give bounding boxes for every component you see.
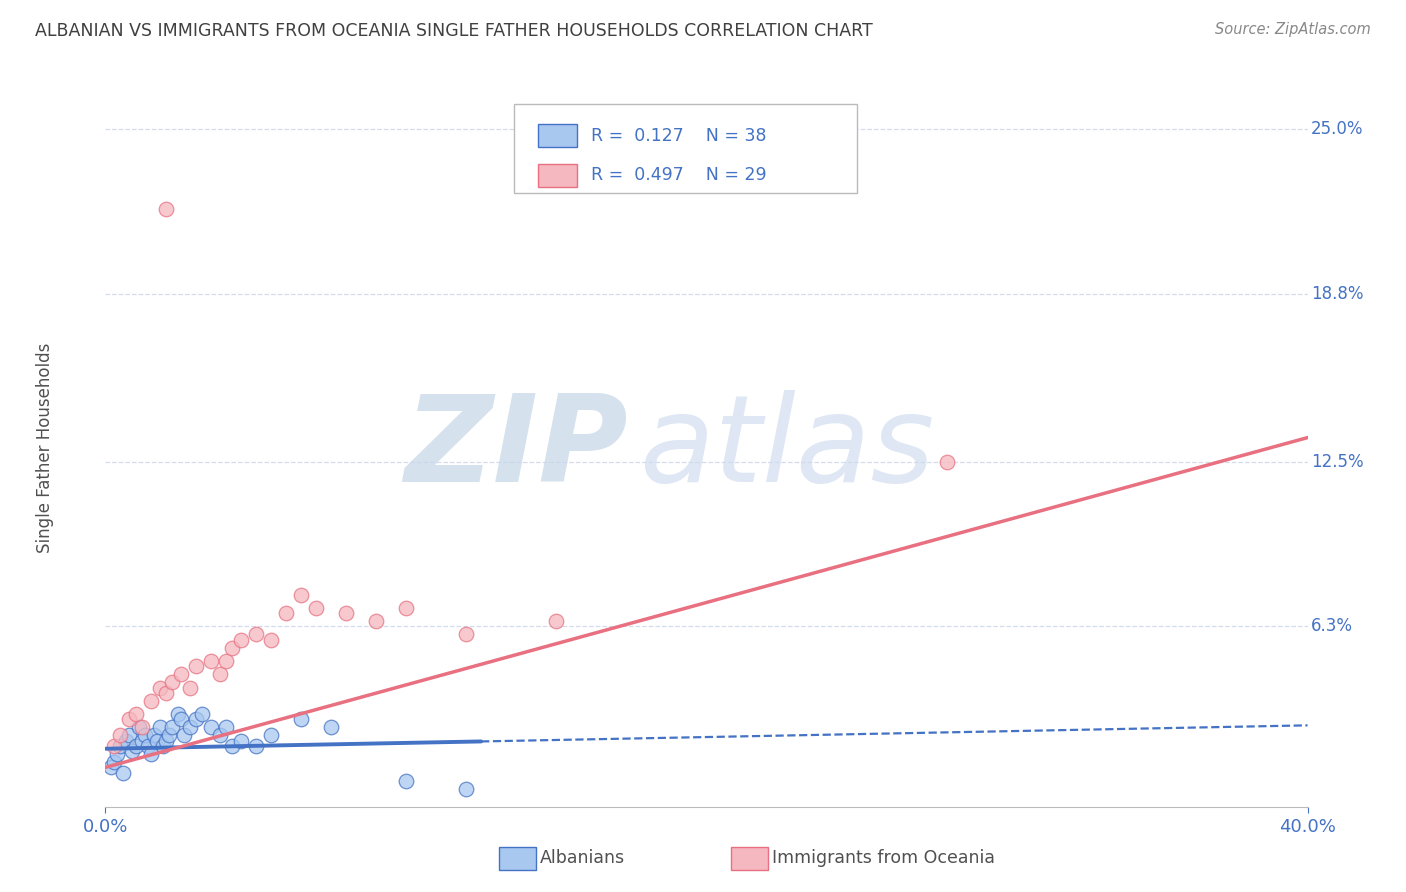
- Point: [364, 614, 387, 628]
- Point: [112, 765, 135, 780]
- Point: [169, 713, 191, 727]
- Point: [134, 728, 156, 742]
- Point: [121, 744, 143, 758]
- Point: [152, 739, 174, 753]
- Point: [169, 667, 191, 681]
- Point: [142, 728, 165, 742]
- Text: 6.3%: 6.3%: [1312, 617, 1353, 635]
- Point: [395, 773, 418, 788]
- Point: [260, 728, 283, 742]
- Point: [221, 640, 243, 655]
- Point: [160, 721, 183, 735]
- Point: [131, 721, 153, 735]
- Point: [214, 654, 236, 668]
- FancyBboxPatch shape: [538, 164, 576, 186]
- Point: [290, 587, 312, 601]
- Point: [184, 713, 207, 727]
- Point: [103, 755, 125, 769]
- Point: [100, 760, 122, 774]
- Point: [260, 632, 283, 647]
- Point: [115, 733, 138, 747]
- Point: [103, 739, 125, 753]
- Point: [179, 721, 201, 735]
- FancyBboxPatch shape: [515, 103, 856, 194]
- Point: [148, 721, 170, 735]
- Point: [335, 606, 357, 620]
- Point: [229, 632, 252, 647]
- Point: [107, 747, 129, 761]
- Point: [200, 721, 222, 735]
- Point: [395, 600, 418, 615]
- Point: [136, 739, 159, 753]
- Point: [179, 681, 201, 695]
- Point: [305, 600, 328, 615]
- Point: [274, 606, 297, 620]
- Point: [200, 654, 222, 668]
- Text: Single Father Households: Single Father Households: [37, 343, 55, 553]
- Point: [128, 721, 150, 735]
- FancyBboxPatch shape: [538, 124, 576, 147]
- Point: [118, 713, 141, 727]
- Point: [208, 728, 231, 742]
- Point: [110, 739, 132, 753]
- Text: ALBANIAN VS IMMIGRANTS FROM OCEANIA SINGLE FATHER HOUSEHOLDS CORRELATION CHART: ALBANIAN VS IMMIGRANTS FROM OCEANIA SING…: [35, 22, 873, 40]
- Point: [245, 627, 267, 641]
- Point: [160, 675, 183, 690]
- Point: [173, 728, 195, 742]
- Text: Source: ZipAtlas.com: Source: ZipAtlas.com: [1215, 22, 1371, 37]
- Text: atlas: atlas: [640, 390, 936, 507]
- Point: [145, 733, 167, 747]
- Point: [190, 707, 212, 722]
- Text: 12.5%: 12.5%: [1312, 452, 1364, 470]
- Point: [124, 739, 146, 753]
- Point: [155, 686, 177, 700]
- Point: [110, 728, 132, 742]
- Point: [208, 667, 231, 681]
- Point: [319, 721, 342, 735]
- Point: [166, 707, 188, 722]
- Point: [290, 713, 312, 727]
- Point: [229, 733, 252, 747]
- Point: [155, 202, 177, 216]
- Point: [139, 694, 162, 708]
- Text: R =  0.497    N = 29: R = 0.497 N = 29: [591, 166, 766, 185]
- Point: [131, 733, 153, 747]
- Text: 25.0%: 25.0%: [1312, 120, 1364, 138]
- Point: [124, 707, 146, 722]
- Point: [155, 733, 177, 747]
- Point: [546, 614, 568, 628]
- Point: [148, 681, 170, 695]
- Point: [214, 721, 236, 735]
- Point: [118, 728, 141, 742]
- Text: 18.8%: 18.8%: [1312, 285, 1364, 303]
- Point: [936, 454, 959, 468]
- Text: ZIP: ZIP: [405, 390, 628, 507]
- Text: R =  0.127    N = 38: R = 0.127 N = 38: [591, 127, 766, 145]
- Point: [454, 627, 477, 641]
- Point: [184, 659, 207, 673]
- Point: [221, 739, 243, 753]
- Point: [245, 739, 267, 753]
- Point: [454, 781, 477, 796]
- Text: Albanians: Albanians: [540, 849, 626, 867]
- Point: [157, 728, 180, 742]
- Point: [139, 747, 162, 761]
- Text: Immigrants from Oceania: Immigrants from Oceania: [772, 849, 995, 867]
